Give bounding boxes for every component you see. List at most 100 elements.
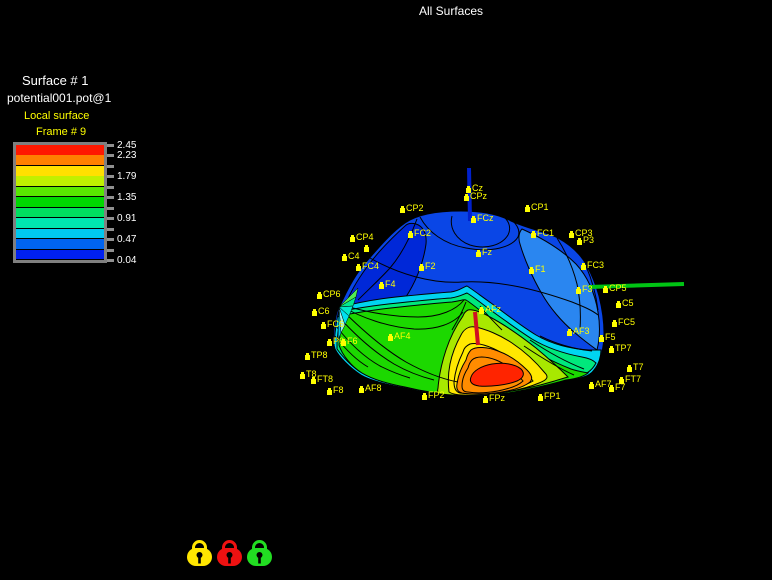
electrode-name: AF4: [394, 331, 411, 341]
electrode-label-fc5: FC5: [612, 318, 635, 327]
electrode-name: FP1: [544, 391, 561, 401]
electrode-label-ft8: FT8: [311, 375, 333, 384]
electrode-label-fc1: FC1: [531, 229, 554, 238]
electrode-marker-icon: [311, 377, 316, 384]
electrode-label-c6: C6: [312, 307, 330, 316]
electrode-label-f7: F7: [609, 383, 626, 392]
electrode-label-fz: Fz: [476, 248, 492, 257]
electrode-name: FT8: [317, 374, 334, 384]
electrode-marker-icon: [408, 231, 413, 238]
colorbar-tick: [107, 196, 114, 200]
hotspot-ring2: [461, 356, 524, 394]
electrode-marker-icon: [612, 320, 617, 327]
electrode-label-cp6: CP6: [317, 290, 341, 299]
electrode-label-fp1: FP1: [538, 392, 561, 401]
electrode-name: FC6: [327, 319, 345, 329]
green-region-contours: [334, 299, 593, 383]
electrode-name: CP6: [323, 289, 341, 299]
colorbar-tick: [107, 217, 114, 221]
frame-number-label: Frame # 9: [36, 126, 87, 138]
colorbar-tick-label: 0.04: [117, 255, 137, 266]
colorbar-tick: [107, 175, 114, 179]
electrode-label-fp2: FP2: [422, 391, 445, 400]
colorbar-band: [16, 228, 104, 239]
electrode-label-fc4: FC4: [356, 262, 379, 271]
electrode-name: Fz: [482, 247, 492, 257]
colorbar-tick: [107, 164, 114, 168]
electrode-name: F6: [347, 336, 358, 346]
electrode-marker-icon: [577, 238, 582, 245]
electrode-name: FC3: [587, 260, 605, 270]
electrode-marker-icon: [531, 231, 536, 238]
electrode-marker-icon: [599, 335, 604, 342]
electrode-label-cp4: CP4: [350, 233, 374, 242]
light-blue-region: [518, 228, 600, 351]
surface-type-label: Local surface: [24, 110, 90, 122]
electrode-name: T7: [633, 362, 644, 372]
electrode-label-fcz: FCz: [471, 214, 494, 223]
electrode-marker-icon: [609, 385, 614, 392]
electrode-marker-icon: [350, 235, 355, 242]
electrode-marker-icon: [379, 282, 384, 289]
electrode-label-af3: AF3: [567, 327, 590, 336]
electrode-name: AF8: [365, 383, 382, 393]
electrode-label-c5: C5: [616, 299, 634, 308]
contour-fan: [337, 287, 359, 341]
electrode-marker-icon: [359, 386, 364, 393]
electrode-marker: [364, 245, 369, 252]
electrode-marker-icon: [342, 254, 347, 261]
electrode-marker-icon: [356, 264, 361, 271]
electrode-name: P6: [333, 336, 345, 346]
electrode-name: AF7: [595, 379, 612, 389]
colorbar-tick: [107, 206, 114, 210]
electrode-name: CP2: [406, 203, 424, 213]
potential-file-label: potential001.pot@1: [7, 91, 112, 105]
electrode-name: FPz: [489, 393, 506, 403]
colorbar-band: [16, 249, 104, 260]
colorbar-band: [16, 155, 104, 166]
electrode-label-fc3: FC3: [581, 261, 604, 270]
colorbar-tick: [107, 227, 114, 231]
electrode-name: CPz: [470, 191, 488, 201]
electrode-name: FP2: [428, 390, 445, 400]
electrode-label-tp8: TP8: [305, 351, 328, 360]
electrode-marker-icon: [300, 372, 305, 379]
electrode-marker-icon: [400, 206, 405, 213]
electrode-name: CP5: [609, 283, 627, 293]
colorbar-legend: [13, 142, 107, 263]
electrode-marker-icon: [305, 353, 310, 360]
electrode-marker-icon: [525, 205, 530, 212]
electrode-label-fc2: FC2: [408, 229, 431, 238]
green-lock-icon[interactable]: [246, 536, 273, 567]
electrode-label-cz: Cz: [466, 184, 483, 193]
colorbar-band: [16, 145, 104, 155]
electrode-name: C4: [348, 251, 360, 261]
electrode-name: FC1: [537, 228, 555, 238]
yellow-lock-icon[interactable]: [186, 536, 213, 567]
electrode-marker-icon: [576, 287, 581, 294]
red-lock-icon[interactable]: [216, 536, 243, 567]
colorbar-tick-label: 0.47: [117, 234, 137, 246]
electrode-label-f2: F2: [419, 262, 436, 271]
electrode-label-c4: C4: [342, 252, 360, 261]
electrode-marker-icon: [471, 216, 476, 223]
electrode-marker-icon: [483, 396, 488, 403]
electrode-label-af7: AF7: [589, 380, 612, 389]
electrode-name: F2: [425, 261, 436, 271]
electrode-name: CP3: [575, 228, 593, 238]
electrode-marker-icon: [341, 339, 346, 346]
electrode-marker-icon: [419, 264, 424, 271]
electrode-marker-icon: [627, 365, 632, 372]
electrode-marker-icon: [364, 245, 369, 252]
x-axis-line: [473, 311, 480, 346]
electrode-name: C6: [318, 306, 330, 316]
electrode-name: TP8: [311, 350, 328, 360]
electrode-name: F5: [605, 332, 616, 342]
electrode-marker-icon: [476, 250, 481, 257]
colorbar-tick-label: 1.79: [117, 171, 137, 183]
electrode-label-f8: F8: [327, 386, 344, 395]
electrode-name: FCz: [477, 213, 494, 223]
z-axis-line: [467, 167, 472, 222]
